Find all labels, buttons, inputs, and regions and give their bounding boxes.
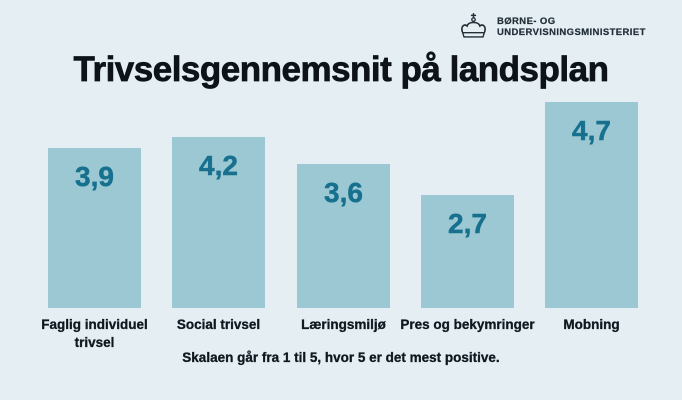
bar-2: 4,2: [172, 137, 265, 308]
crown-icon: [461, 12, 486, 38]
ministry-name-line2: UNDERVISNINGSMINISTERIET: [497, 27, 646, 38]
bar-4: 2,7: [421, 195, 514, 308]
bar-category-label: Pres og bekymringer: [400, 317, 535, 332]
ministry-name: BØRNE- OG UNDERVISNINGSMINISTERIET: [497, 12, 646, 38]
bar-value: 4,2: [199, 150, 238, 182]
page-title: Trivselsgennemsnit på landsplan: [73, 50, 609, 90]
bar-1: 3,9: [48, 148, 141, 308]
bar-value: 4,7: [572, 115, 611, 147]
bar-category-label: Faglig individuel trivsel: [41, 317, 148, 350]
bar-value: 3,9: [75, 161, 114, 193]
bar-value: 3,6: [324, 177, 363, 209]
bar-category-label: Social trivsel: [176, 317, 261, 332]
scale-note: Skalaen går fra 1 til 5, hvor 5 er det m…: [182, 350, 500, 365]
ministry-logo: BØRNE- OG UNDERVISNINGSMINISTERIET: [458, 12, 646, 42]
bar-3: 3,6: [297, 164, 390, 308]
bar-5: 4,7: [545, 102, 638, 308]
bar-category-label: Mobning: [563, 317, 620, 332]
bar-value: 2,7: [448, 208, 487, 240]
ministry-name-line1: BØRNE- OG: [497, 16, 556, 27]
bar-category-label: Læringsmiljø: [301, 317, 386, 332]
